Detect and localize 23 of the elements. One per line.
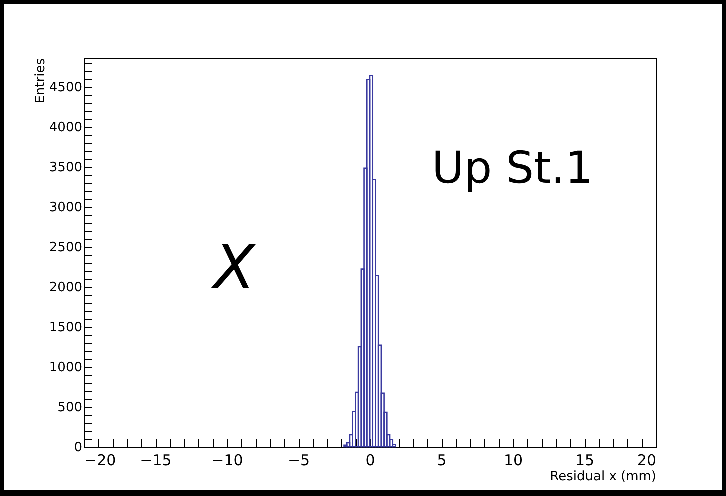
annotation: Up St.1: [432, 143, 594, 194]
x-tick-label: −15: [140, 452, 172, 470]
y-tick-label: 1500: [49, 320, 82, 336]
x-tick-label: 20: [637, 452, 656, 470]
annotation: X: [211, 233, 257, 303]
y-tick-label: 3500: [49, 160, 82, 176]
x-tick-label: −5: [288, 452, 310, 470]
y-tick-label: 2000: [49, 280, 82, 296]
y-tick-label: 4500: [49, 80, 82, 96]
x-tick-label: −10: [212, 452, 244, 470]
y-tick-label: 3000: [49, 200, 82, 216]
x-tick-label: 5: [437, 452, 447, 470]
x-axis-title: Residual x (mm): [550, 470, 656, 484]
y-axis-title: Entries: [33, 58, 48, 104]
y-tick-label: 4000: [49, 120, 82, 136]
y-tick-label: 0: [74, 440, 82, 456]
y-tick-label: 2500: [49, 240, 82, 256]
y-tick-label: 1000: [49, 360, 82, 376]
x-tick-label: 0: [366, 452, 376, 470]
x-tick-label: −20: [84, 452, 116, 470]
y-tick-label: 500: [58, 400, 82, 416]
x-tick-label: 10: [504, 452, 524, 470]
x-tick-label: 15: [575, 452, 595, 470]
